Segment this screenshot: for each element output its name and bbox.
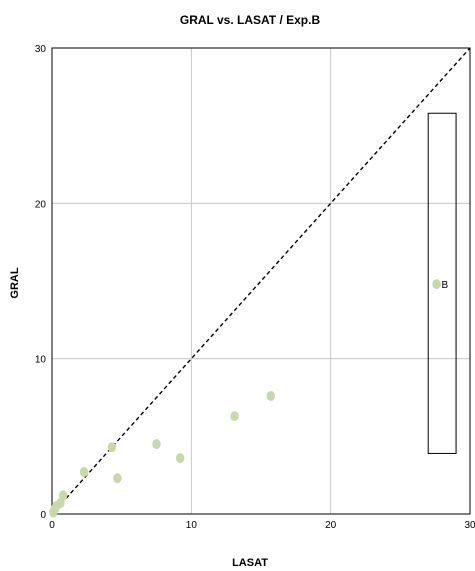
data-point bbox=[230, 411, 239, 422]
y-axis-label: GRAL bbox=[9, 267, 21, 298]
data-point bbox=[175, 453, 185, 464]
data-point bbox=[266, 390, 275, 401]
x-tick-label: 30 bbox=[464, 520, 475, 531]
data-point bbox=[432, 279, 441, 290]
x-axis-label: LASAT bbox=[232, 557, 268, 569]
data-points bbox=[49, 279, 441, 518]
x-tick-label: 10 bbox=[186, 520, 198, 531]
data-point bbox=[152, 439, 161, 450]
y-tick-label: 10 bbox=[35, 355, 47, 366]
y-tick-label: 20 bbox=[35, 199, 47, 210]
y-tick-label: 30 bbox=[35, 44, 47, 55]
grid-lines bbox=[52, 48, 470, 514]
data-point bbox=[113, 473, 122, 484]
data-point bbox=[58, 490, 68, 501]
reference-line bbox=[51, 47, 471, 515]
x-tick-labels: 0 10 20 30 bbox=[49, 520, 475, 531]
x-tick-label: 20 bbox=[325, 520, 337, 531]
data-point bbox=[56, 498, 65, 509]
chart-title: GRAL vs. LASAT / Exp.B bbox=[180, 13, 321, 27]
annotation-box bbox=[427, 112, 457, 454]
plot-frame bbox=[51, 47, 471, 515]
data-point bbox=[79, 467, 89, 478]
y-tick-labels: 0 10 20 30 bbox=[35, 44, 47, 521]
data-point bbox=[107, 442, 117, 453]
x-tick-label: 0 bbox=[49, 520, 55, 531]
annotation-label: B bbox=[442, 280, 449, 291]
y-tick-label: 0 bbox=[40, 510, 46, 521]
